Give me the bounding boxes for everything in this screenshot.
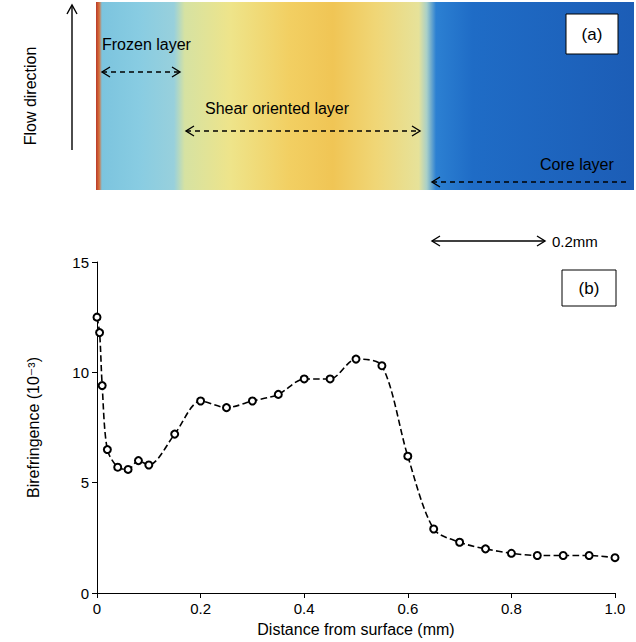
svg-text:Frozen layer: Frozen layer	[102, 36, 192, 53]
svg-text:Core layer: Core layer	[540, 156, 614, 173]
svg-text:Shear oriented layer: Shear oriented layer	[205, 100, 350, 117]
svg-text:0.2: 0.2	[190, 600, 211, 617]
svg-text:1.0: 1.0	[605, 600, 626, 617]
svg-text:0: 0	[81, 585, 89, 602]
svg-text:0.4: 0.4	[294, 600, 315, 617]
svg-text:5: 5	[81, 474, 89, 491]
svg-text:0.8: 0.8	[501, 600, 522, 617]
svg-text:(a): (a)	[582, 25, 603, 44]
svg-text:(b): (b)	[579, 279, 600, 298]
svg-text:10: 10	[72, 364, 89, 381]
svg-text:Distance from surface (mm): Distance from surface (mm)	[257, 621, 454, 638]
svg-text:0.2mm: 0.2mm	[552, 233, 598, 250]
svg-text:Flow direction: Flow direction	[22, 47, 39, 146]
svg-text:0.6: 0.6	[397, 600, 418, 617]
svg-text:0: 0	[93, 600, 101, 617]
svg-text:Birefringence (10⁻³): Birefringence (10⁻³)	[25, 357, 42, 498]
svg-text:15: 15	[72, 254, 89, 271]
